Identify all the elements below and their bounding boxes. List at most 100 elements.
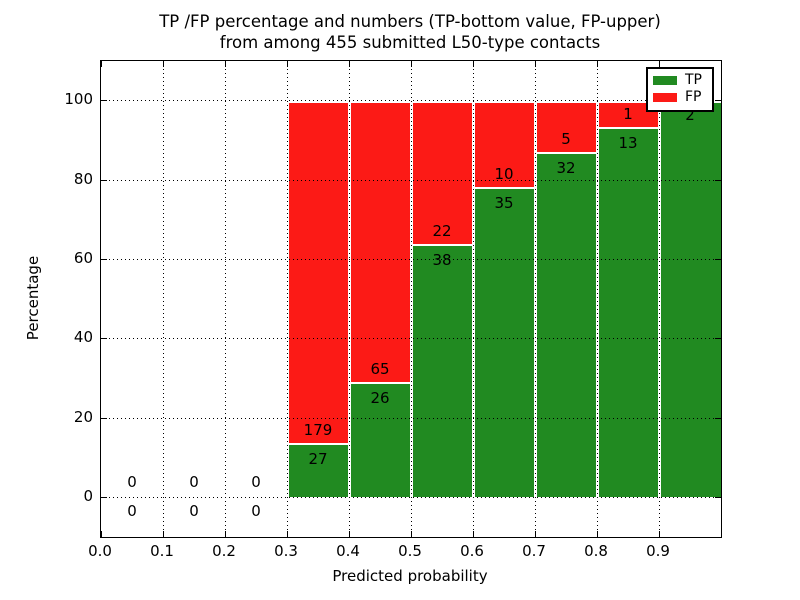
tp-count-label: 27 xyxy=(308,450,328,469)
tp-count-label: 0 xyxy=(251,502,261,521)
x-tick-mark xyxy=(348,531,350,537)
x-tick-mark xyxy=(534,61,536,67)
x-tick-mark xyxy=(472,531,474,537)
y-tick-label: 60 xyxy=(73,248,93,267)
plot-area: 0000001792765262238103553211302 xyxy=(100,60,722,538)
x-axis-label: Predicted probability xyxy=(332,567,488,585)
x-tick-label: 0.0 xyxy=(88,542,112,560)
x-tick-label: 0.1 xyxy=(150,542,174,560)
x-tick-label: 0.9 xyxy=(646,542,670,560)
legend-item-fp: FP xyxy=(653,89,708,106)
x-tick-mark xyxy=(224,61,226,67)
x-tick-mark xyxy=(348,61,350,67)
v-gridline xyxy=(224,61,226,537)
fp-count-label: 22 xyxy=(432,222,452,241)
h-gridline xyxy=(101,100,721,102)
x-tick-mark xyxy=(224,531,226,537)
x-tick-mark xyxy=(658,531,660,537)
fp-bar-segment xyxy=(473,100,535,189)
tp-count-label: 0 xyxy=(127,502,137,521)
tp-count-label: 0 xyxy=(189,502,199,521)
tp-bar-segment xyxy=(287,445,349,498)
fp-count-label: 179 xyxy=(303,421,333,440)
x-tick-mark xyxy=(534,531,536,537)
tp-count-label: 13 xyxy=(618,134,638,152)
chart-title: TP /FP percentage and numbers (TP-bottom… xyxy=(100,11,720,53)
y-axis-label: Percentage xyxy=(24,255,42,341)
x-tick-label: 0.6 xyxy=(460,542,484,560)
y-tick-label: 100 xyxy=(64,90,93,109)
chart-title-line1: TP /FP percentage and numbers (TP-bottom… xyxy=(159,12,661,31)
tp-bar-segment xyxy=(535,154,597,498)
fp-legend-swatch-icon xyxy=(653,93,677,102)
v-gridline xyxy=(658,61,660,537)
v-gridline xyxy=(472,61,474,537)
fp-count-label: 10 xyxy=(494,164,514,183)
y-tick-mark xyxy=(715,179,721,181)
fp-count-label: 65 xyxy=(370,360,390,378)
fp-bar-segment xyxy=(411,100,473,247)
y-tick-mark xyxy=(101,417,107,419)
y-tick-mark xyxy=(715,496,721,498)
x-tick-mark xyxy=(162,531,164,537)
fp-count-label: 0 xyxy=(189,473,199,492)
x-tick-mark xyxy=(658,61,660,67)
x-tick-label: 0.8 xyxy=(584,542,608,560)
fp-bar-segment xyxy=(287,100,349,446)
fp-count-label: 0 xyxy=(127,473,137,492)
tp-legend-swatch-icon xyxy=(653,76,677,85)
y-tick-mark xyxy=(101,496,107,498)
x-tick-mark xyxy=(596,61,598,67)
fp-count-label: 1 xyxy=(623,105,633,123)
fp-count-label: 0 xyxy=(251,473,261,492)
y-tick-label: 20 xyxy=(73,407,93,426)
fp-bar-segment xyxy=(349,100,411,384)
legend-item-tp: TP xyxy=(653,72,708,89)
x-tick-mark xyxy=(100,61,102,67)
x-tick-mark xyxy=(162,61,164,67)
tp-bar-segment xyxy=(659,100,721,498)
fp-count-label: 5 xyxy=(561,130,571,149)
y-tick-mark xyxy=(101,100,107,102)
y-tick-mark xyxy=(101,258,107,260)
x-tick-mark xyxy=(286,61,288,67)
x-tick-mark xyxy=(100,531,102,537)
y-tick-mark xyxy=(101,338,107,340)
tp-count-label: 26 xyxy=(370,389,390,407)
fp-bar-segment xyxy=(535,100,597,155)
fp-legend-label: FP xyxy=(685,89,702,105)
x-tick-label: 0.4 xyxy=(336,542,360,560)
y-tick-label: 40 xyxy=(73,328,93,347)
x-tick-label: 0.7 xyxy=(522,542,546,560)
tp-count-label: 2 xyxy=(685,105,695,124)
x-tick-label: 0.5 xyxy=(398,542,422,560)
y-tick-mark xyxy=(715,338,721,340)
x-tick-mark xyxy=(286,531,288,537)
h-gridline xyxy=(101,496,721,498)
v-gridline xyxy=(410,61,412,537)
h-gridline xyxy=(101,258,721,260)
x-tick-mark xyxy=(472,61,474,67)
v-gridline xyxy=(286,61,288,537)
tp-count-label: 38 xyxy=(432,251,452,270)
y-tick-mark xyxy=(715,258,721,260)
tp-count-label: 35 xyxy=(494,193,514,212)
x-tick-label: 0.3 xyxy=(274,542,298,560)
x-tick-mark xyxy=(596,531,598,537)
tp-bar-segment xyxy=(349,384,411,498)
h-gridline xyxy=(101,417,721,419)
h-gridline xyxy=(101,179,721,181)
v-gridline xyxy=(534,61,536,537)
x-tick-label: 0.2 xyxy=(212,542,236,560)
y-tick-mark xyxy=(715,100,721,102)
y-tick-mark xyxy=(101,179,107,181)
y-tick-label: 80 xyxy=(73,169,93,188)
y-tick-mark xyxy=(715,417,721,419)
tp-legend-label: TP xyxy=(685,72,702,88)
tp-bar-segment xyxy=(411,246,473,498)
x-tick-mark xyxy=(410,61,412,67)
x-tick-mark xyxy=(410,531,412,537)
legend: TP FP xyxy=(646,67,714,112)
v-gridline xyxy=(596,61,598,537)
